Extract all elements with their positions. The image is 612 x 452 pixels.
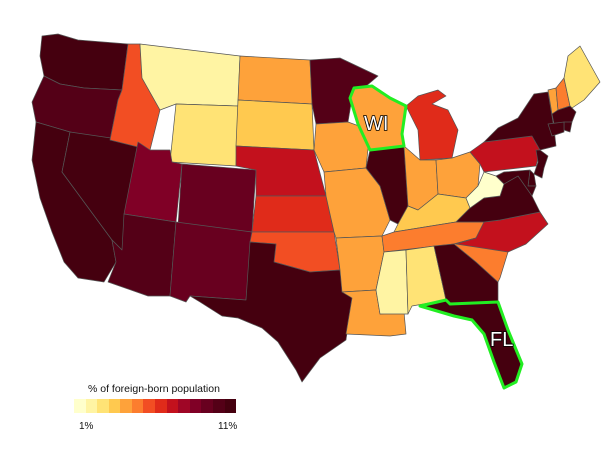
legend-swatch — [201, 399, 213, 413]
state-md — [495, 169, 537, 197]
legend-swatch — [178, 399, 190, 413]
state-label-wi: WI — [364, 113, 388, 135]
state-label-fl: FL — [490, 329, 513, 351]
state-pa — [469, 135, 541, 173]
state-ar — [335, 235, 385, 293]
state-nm — [169, 221, 253, 303]
state-ri — [563, 121, 573, 133]
highlight-outline-wi — [348, 84, 408, 152]
legend-color-bar — [74, 399, 237, 413]
legend-swatch — [74, 399, 86, 413]
legend-swatch — [189, 399, 202, 413]
state-tx — [189, 241, 353, 383]
highlight-outline-fl — [418, 298, 524, 390]
legend-swatch — [131, 399, 144, 413]
legend-swatch — [224, 399, 237, 413]
legend-swatch — [143, 399, 156, 413]
legend-swatch — [120, 399, 132, 413]
legend-title: % of foreign-born population — [88, 383, 220, 395]
state-me — [563, 45, 601, 109]
state-ms — [375, 249, 409, 315]
legend-min-label: 1% — [79, 421, 94, 432]
state-co — [177, 163, 257, 233]
state-nd — [237, 55, 313, 105]
state-nj — [533, 149, 549, 179]
state-sd — [235, 99, 315, 151]
legend-swatch — [166, 399, 179, 413]
state-ct — [547, 121, 565, 137]
legend-swatch — [212, 399, 225, 413]
state-wy — [169, 103, 239, 167]
legend-max-label: 11% — [218, 421, 238, 432]
state-mi — [405, 89, 459, 161]
state-mn — [309, 57, 379, 125]
legend-swatch — [85, 399, 98, 413]
state-ks — [251, 195, 335, 233]
legend-swatch — [108, 399, 121, 413]
legend-swatch — [155, 399, 167, 413]
state-mt — [139, 43, 241, 111]
legend-swatch — [97, 399, 109, 413]
